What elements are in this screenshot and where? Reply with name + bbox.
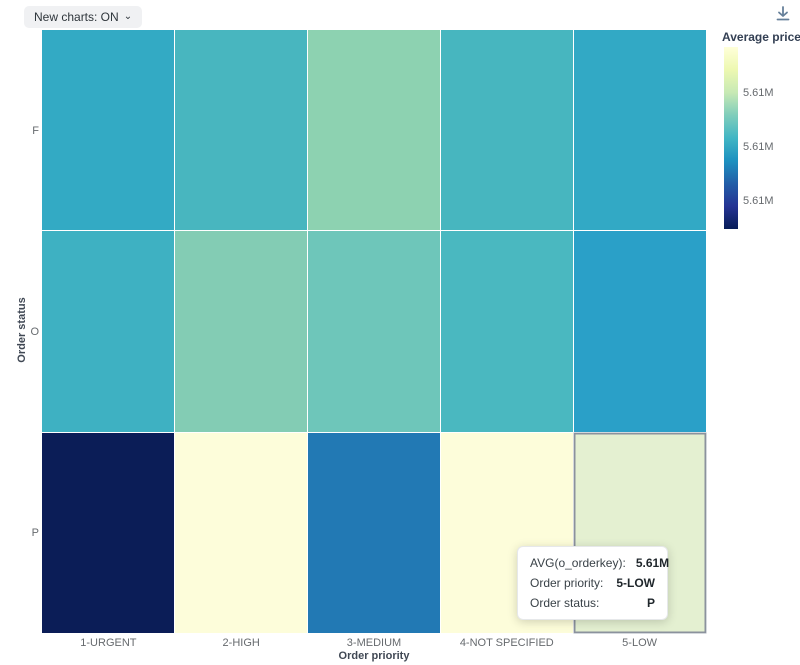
new-charts-label: New charts: ON	[34, 10, 119, 24]
x-tick-5-LOW: 5-LOW	[622, 637, 658, 649]
legend-title: Average price	[722, 30, 800, 44]
heatmap-cell-F-1-URGENT[interactable]	[42, 30, 174, 231]
tooltip-row: Order status: P	[530, 596, 655, 610]
tooltip-value: 5-LOW	[616, 576, 655, 590]
legend-tick-label: 5.61M	[743, 141, 774, 154]
heatmap-cell-P-3-MEDIUM[interactable]	[308, 432, 440, 633]
tooltip-row: Order priority: 5-LOW	[530, 576, 655, 590]
y-axis-tick-labels: F O P	[24, 30, 39, 633]
x-tick-3-MEDIUM: 3-MEDIUM	[346, 637, 402, 649]
tooltip-label: Order priority:	[530, 576, 604, 590]
y-tick-F: F	[32, 124, 39, 137]
download-button[interactable]	[772, 4, 794, 26]
heatmap-cell-O-4-NOT SPECIFIED[interactable]	[441, 231, 573, 432]
heatmap-cell-O-1-URGENT[interactable]	[42, 231, 174, 432]
heatmap-cell-O-5-LOW[interactable]	[574, 231, 706, 432]
heatmap-cell-O-2-HIGH[interactable]	[175, 231, 307, 432]
y-tick-P: P	[31, 526, 39, 539]
heatmap-plot-area	[42, 30, 706, 633]
tooltip-row: AVG(o_orderkey): 5.61M	[530, 556, 669, 570]
tooltip-value: P	[646, 596, 655, 610]
heatmap-cell-O-3-MEDIUM[interactable]	[308, 231, 440, 432]
heatmap-cell-F-4-NOT SPECIFIED[interactable]	[441, 30, 573, 231]
y-axis-title: Order status	[16, 297, 28, 363]
heatmap-cell-F-2-HIGH[interactable]	[175, 30, 307, 231]
heatmap-grid	[42, 30, 706, 633]
x-tick-1-URGENT: 1-URGENT	[80, 637, 137, 649]
download-icon	[776, 6, 790, 21]
tooltip-label: AVG(o_orderkey):	[530, 556, 626, 570]
legend-tick-label: 5.61M	[743, 87, 774, 100]
x-tick-2-HIGH: 2-HIGH	[222, 637, 260, 649]
legend-tick-label: 5.61M	[743, 194, 774, 207]
x-axis-title: Order priority	[338, 650, 410, 662]
x-axis-tick-labels: 1-URGENT 2-HIGH 3-MEDIUM 4-NOT SPECIFIED 5-L…	[42, 637, 706, 649]
hover-tooltip: AVG(o_orderkey): 5.61M Order priority: 5-LO…	[517, 546, 669, 620]
y-tick-O: O	[30, 325, 39, 338]
heatmap-cell-P-1-URGENT[interactable]	[42, 432, 174, 633]
chevron-down-icon: ⌄	[123, 11, 133, 22]
x-tick-4-NOT SPECIFIED: 4-NOT SPECIFIED	[459, 637, 554, 649]
heatmap-cell-F-5-LOW[interactable]	[574, 30, 706, 231]
heatmap-cell-F-3-MEDIUM[interactable]	[308, 30, 440, 231]
legend-gradient-bar	[724, 47, 738, 229]
tooltip-label: Order status:	[530, 596, 600, 610]
new-charts-toggle[interactable]: New charts: ON ⌄	[24, 6, 143, 28]
tooltip-value: 5.61M	[635, 556, 670, 570]
legend-tick-labels: 5.61M 5.61M 5.61M	[743, 47, 793, 229]
heatmap-cell-P-2-HIGH[interactable]	[175, 432, 307, 633]
